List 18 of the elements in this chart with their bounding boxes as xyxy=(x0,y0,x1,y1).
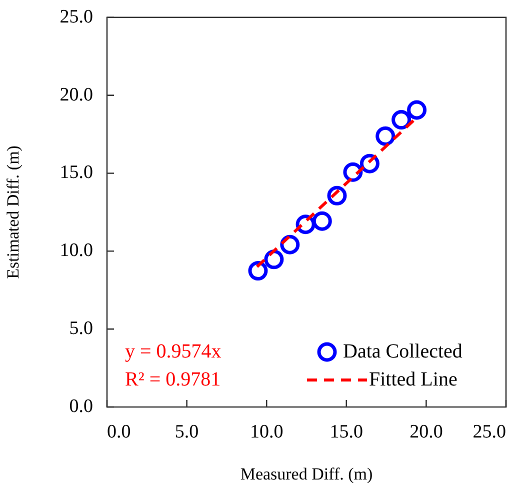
y-tick-label: 15.0 xyxy=(60,162,93,184)
y-tick-label: 20.0 xyxy=(60,84,93,106)
legend-label: Data Collected xyxy=(343,340,462,362)
x-tick-label: 10.0 xyxy=(250,421,284,442)
y-tick-label: 0.0 xyxy=(69,396,93,417)
x-tick-label: 15.0 xyxy=(330,421,364,442)
y-tick-label: 25.0 xyxy=(60,6,93,28)
x-tick-label: 5.0 xyxy=(174,421,199,442)
y-tick-label: 5.0 xyxy=(69,318,93,340)
y-axis-title: Estimated Diff. (m) xyxy=(4,146,23,279)
y-tick-label: 10.0 xyxy=(60,240,93,262)
x-tick-label: 20.0 xyxy=(410,421,443,442)
x-tick-label: 0.0 xyxy=(107,421,131,442)
legend-label: Fitted Line xyxy=(369,368,458,390)
x-axis-title: Measured Diff. (m) xyxy=(240,464,373,484)
annotation: y = 0.9574x xyxy=(125,340,222,362)
x-tick-label: 25.0 xyxy=(472,421,506,442)
annotation: R² = 0.9781 xyxy=(125,368,221,390)
